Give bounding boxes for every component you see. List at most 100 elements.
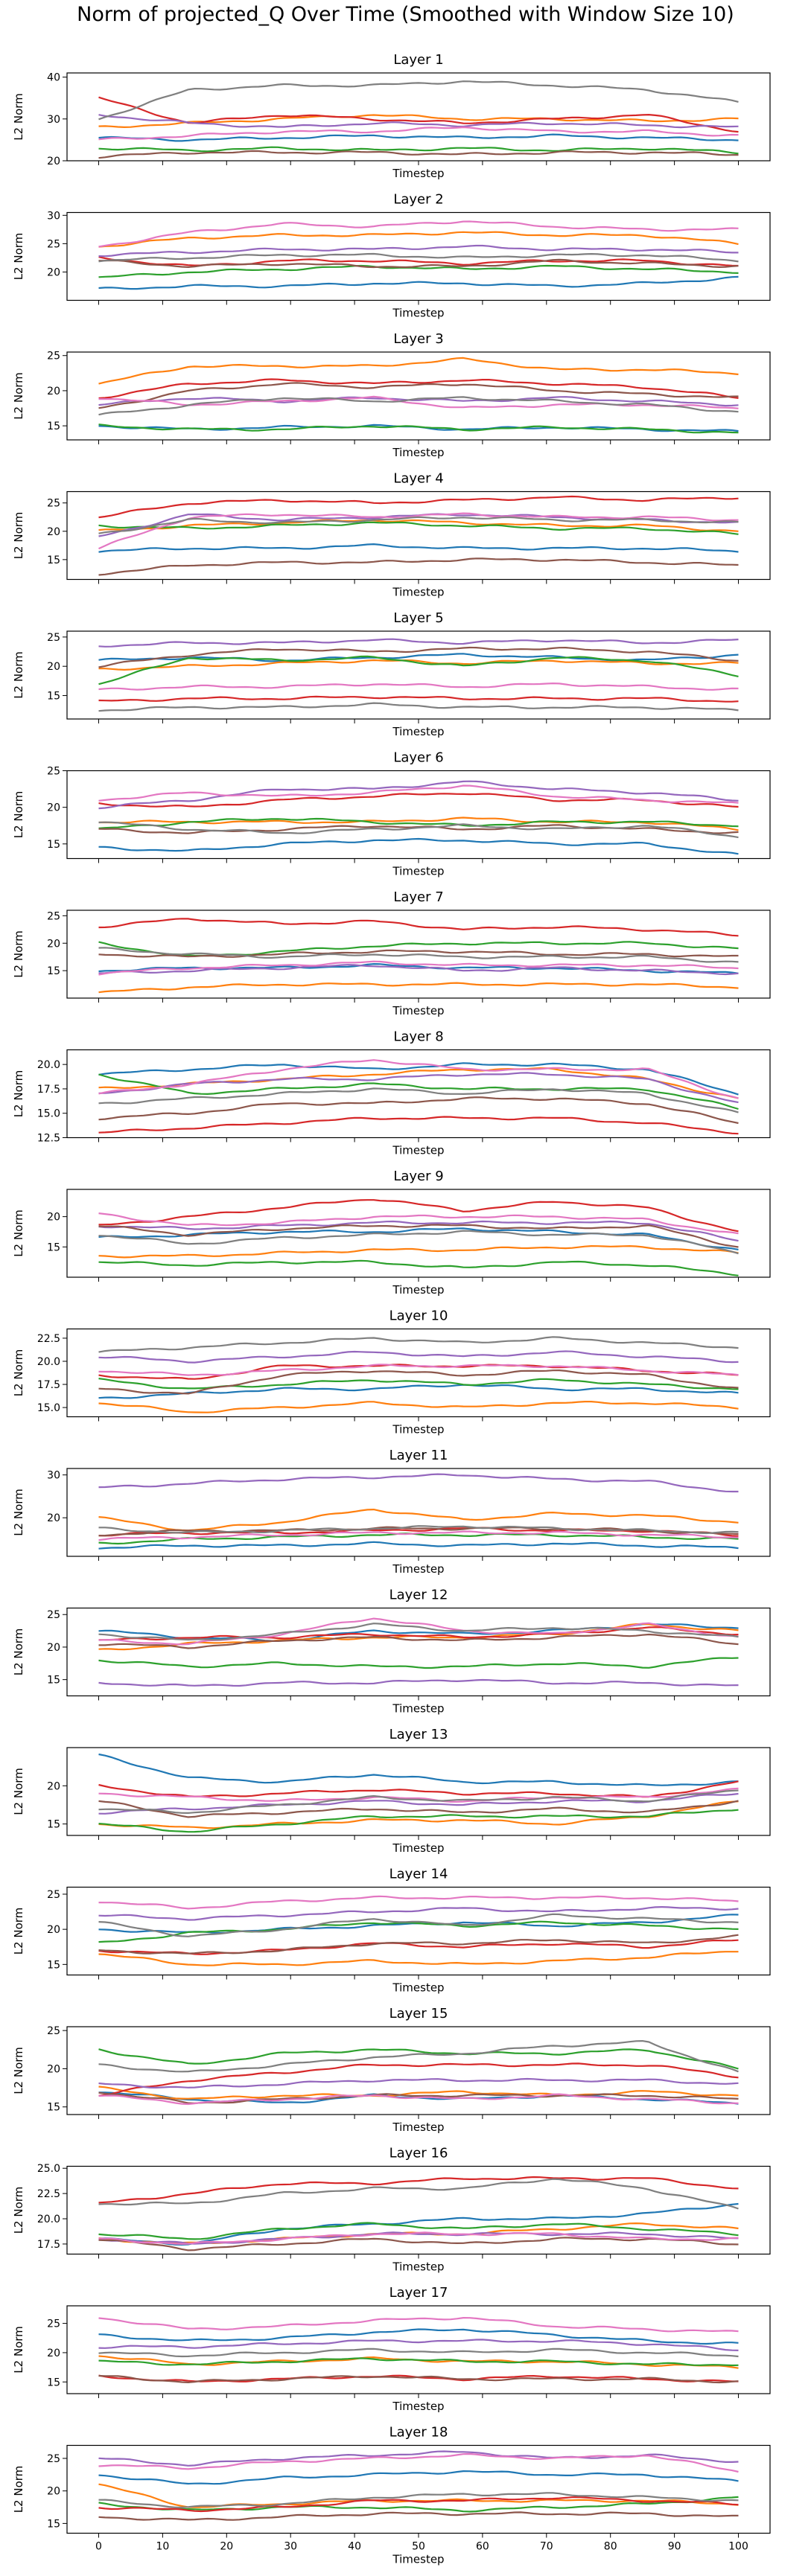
- panel-title: Layer 11: [389, 1448, 448, 1463]
- panel-layer-3: Layer 3 15 20 25 Timestep L2 Norm: [12, 331, 771, 459]
- series-group: [98, 1199, 739, 1276]
- series-line-4: [98, 1939, 739, 1955]
- series-line-4: [98, 2496, 739, 2513]
- series-line-3: [98, 146, 739, 155]
- y-tick-label: 15: [47, 1819, 60, 1831]
- y-tick-label: 20: [47, 2486, 60, 2498]
- series-line-5: [98, 2231, 739, 2245]
- panel-title: Layer 14: [389, 1867, 448, 1882]
- x-tick-label: 20: [220, 2541, 233, 2553]
- y-tick-label: 25: [47, 351, 60, 362]
- x-axis-label: Timestep: [392, 1562, 444, 1576]
- series-line-3: [98, 264, 739, 278]
- series-line-8: [98, 1087, 739, 1113]
- x-tick-label: 60: [476, 2541, 489, 2553]
- panel-layer-12: Layer 12 15 20 25 Timestep L2 Norm: [12, 1588, 771, 1716]
- series-line-4: [98, 1199, 739, 1233]
- panel-layer-9: Layer 9 15 20 Timestep L2 Norm: [12, 1169, 771, 1297]
- panel-layer-6: Layer 6 15 20 25 Timestep L2 Norm: [12, 750, 771, 878]
- series-line-5: [98, 114, 739, 129]
- series-line-7: [98, 1617, 739, 1646]
- series-group: [98, 918, 739, 994]
- panel-layer-18: Layer 18 15 20 25 0 10 20 30 40 50 60 70 80 90 100 Time…: [12, 2425, 771, 2566]
- y-tick-label: 22.5: [37, 1333, 60, 1345]
- y-axis-label: L2 Norm: [12, 1070, 25, 1118]
- y-tick-label: 25: [47, 238, 60, 250]
- plot-frame: [66, 1607, 771, 1697]
- series-group: [98, 780, 739, 855]
- series-group: [98, 1059, 739, 1135]
- x-tick-label: 0: [95, 2541, 102, 2553]
- y-tick-label: 15: [47, 1675, 60, 1687]
- series-line-6: [98, 1934, 739, 1955]
- series-line-5: [98, 396, 739, 407]
- series-line-7: [98, 1059, 739, 1099]
- series-line-4: [98, 1626, 739, 1641]
- series-line-5: [98, 1678, 739, 1687]
- y-tick-label: 15: [47, 421, 60, 432]
- panel-layer-11: Layer 11 20 30 Timestep L2 Norm: [12, 1448, 771, 1576]
- panel-title: Layer 5: [393, 610, 443, 626]
- y-tick-label: 20: [47, 156, 60, 167]
- series-line-8: [98, 80, 739, 121]
- series-group: [98, 2176, 739, 2251]
- series-line-7: [98, 1787, 739, 1803]
- series-line-5: [98, 638, 739, 648]
- series-group: [98, 2317, 739, 2384]
- panel-layer-7: Layer 7 15 20 25 Timestep L2 Norm: [12, 889, 771, 1017]
- y-axis-label: L2 Norm: [12, 1209, 25, 1257]
- series-line-6: [98, 1096, 739, 1125]
- series-line-7: [98, 1895, 739, 1910]
- series-line-5: [98, 1350, 739, 1364]
- series-line-6: [98, 1224, 739, 1248]
- series-line-7: [98, 2317, 739, 2333]
- y-axis-label: L2 Norm: [12, 2187, 25, 2234]
- series-line-5: [98, 2450, 739, 2467]
- series-line-8: [98, 821, 739, 839]
- y-tick-label: 20: [47, 1780, 60, 1792]
- series-line-3: [98, 2222, 739, 2240]
- series-line-7: [98, 220, 739, 248]
- series-line-1: [98, 1384, 739, 1399]
- panel-layer-15: Layer 15 15 20 25 Timestep L2 Norm: [12, 2006, 771, 2134]
- y-tick-label: 25: [47, 910, 60, 922]
- series-line-1: [98, 2470, 739, 2485]
- panel-title: Layer 1: [393, 52, 443, 68]
- panel-title: Layer 8: [393, 1029, 443, 1045]
- y-axis-label: L2 Norm: [12, 791, 25, 839]
- y-tick-label: 20: [47, 802, 60, 814]
- x-axis-label: Timestep: [392, 1981, 444, 1995]
- y-tick-label: 25: [47, 766, 60, 778]
- series-line-1: [98, 2328, 739, 2345]
- series-line-1: [98, 1753, 739, 1786]
- panel-title: Layer 17: [389, 2285, 448, 2301]
- x-axis-label: Timestep: [392, 2260, 444, 2274]
- series-group: [98, 80, 739, 159]
- series-line-5: [98, 1220, 739, 1242]
- y-tick-label: 25.0: [37, 2163, 60, 2175]
- series-line-6: [98, 2237, 739, 2251]
- series-line-8: [98, 1789, 739, 1814]
- panel-title: Layer 9: [393, 1169, 443, 1184]
- panel-layer-8: Layer 8 12.5 15.0 17.5 20.0 Timestep L2 Norm: [12, 1029, 771, 1157]
- y-tick-label: 25: [47, 2025, 60, 2037]
- series-line-4: [98, 695, 739, 703]
- y-tick-label: 20: [47, 661, 60, 673]
- series-line-2: [98, 1509, 739, 1532]
- x-tick-label: 50: [412, 2541, 425, 2553]
- series-line-7: [98, 2093, 739, 2106]
- series-line-8: [98, 396, 739, 416]
- y-axis-label: L2 Norm: [12, 1768, 25, 1815]
- series-line-5: [98, 1473, 739, 1493]
- series-line-4: [98, 1527, 739, 1537]
- y-tick-label: 20: [47, 1512, 60, 1524]
- y-axis-label: L2 Norm: [12, 1629, 25, 1676]
- y-tick-label: 20: [47, 2348, 60, 2359]
- series-line-7: [98, 395, 739, 409]
- series-line-2: [98, 659, 739, 671]
- x-tick-label: 80: [604, 2541, 617, 2553]
- panel-title: Layer 4: [393, 471, 443, 487]
- series-group: [98, 1336, 739, 1413]
- panel-title: Layer 12: [389, 1588, 448, 1603]
- y-tick-label: 25: [47, 2453, 60, 2465]
